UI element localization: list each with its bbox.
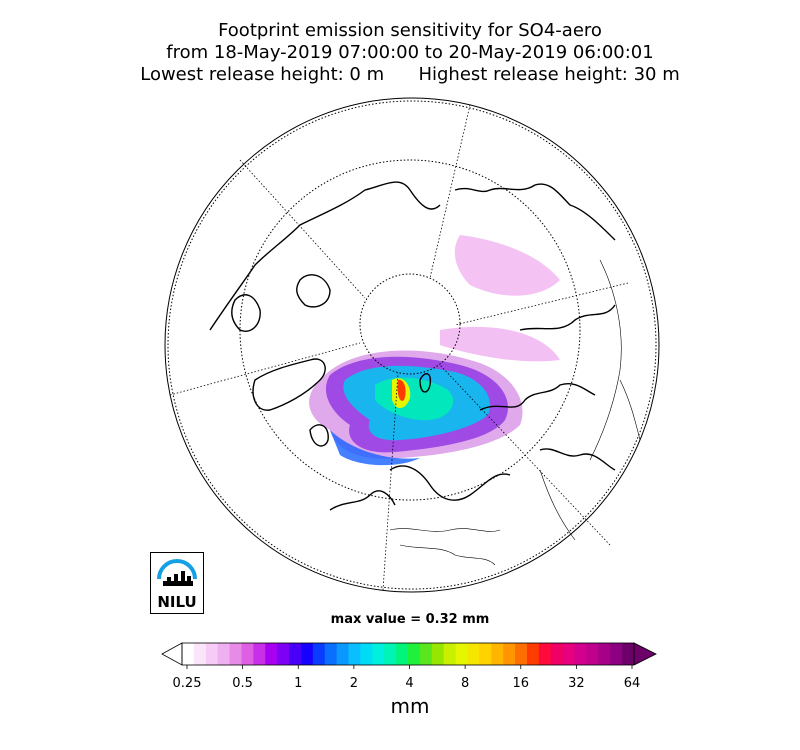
title-line-1: Footprint emission sensitivity for SO4-a… — [218, 20, 602, 41]
colorbar-segment — [622, 643, 635, 665]
colorbar-segment — [360, 643, 373, 665]
colorbar-segment — [300, 643, 314, 665]
colorbar-segment — [312, 643, 326, 665]
colorbar-extend-low — [161, 642, 183, 666]
colorbar-tick-label: 32 — [568, 676, 585, 691]
colorbar-segment — [182, 643, 195, 665]
colorbar-unit-label: mm — [390, 694, 430, 718]
colorbar-segment — [574, 643, 587, 665]
colorbar-segment — [467, 643, 480, 665]
colorbar-tick-label: 8 — [460, 676, 470, 691]
colorbar-tick-label: 16 — [512, 676, 530, 691]
colorbar-tick-label: 0.25 — [172, 676, 202, 691]
colorbar-segment — [562, 643, 575, 665]
colorbar — [161, 642, 657, 669]
nilu-logo-icon — [157, 559, 197, 586]
colorbar-segment — [610, 643, 623, 665]
coastlines — [209, 181, 616, 511]
colorbar-segment — [479, 643, 492, 665]
colorbar-tick-label: 2 — [349, 676, 359, 691]
colorbar-segment — [550, 643, 564, 665]
colorbar-segment — [193, 643, 207, 665]
colorbar-segment — [217, 643, 230, 665]
colorbar-segment — [455, 643, 468, 665]
colorbar-segment — [289, 643, 302, 665]
title-line-3: Lowest release height: 0 m Highest relea… — [140, 64, 680, 85]
colorbar-segment — [241, 643, 254, 665]
logo-text: NILU — [157, 593, 197, 611]
colorbar-segment — [396, 643, 409, 665]
colorbar-segment — [443, 643, 456, 665]
max-value-label: max value = 0.32 mm — [330, 612, 490, 627]
colorbar-segment — [491, 643, 504, 665]
colorbar-extend-high — [633, 642, 657, 666]
nilu-logo: NILU — [150, 552, 204, 614]
colorbar-segment — [336, 643, 349, 665]
colorbar-tick-label: 1 — [294, 676, 303, 691]
colorbar-segment — [586, 643, 599, 665]
colorbar-tick-label: 0.5 — [232, 676, 253, 691]
colorbar-segment — [265, 643, 278, 665]
colorbar-segment — [598, 643, 611, 665]
colorbar-segment — [515, 643, 528, 665]
meridians — [169, 104, 629, 591]
colorbar-segment — [253, 643, 266, 665]
colorbar-segment — [372, 643, 385, 665]
colorbar-tick-label: 4 — [405, 676, 414, 691]
colorbar-segment — [229, 643, 242, 665]
colorbar-segment — [205, 643, 219, 665]
colorbar-segment — [348, 643, 361, 665]
colorbar-tick-label: 64 — [623, 676, 641, 691]
colorbar-segment — [277, 643, 290, 665]
colorbar-segment — [538, 643, 552, 665]
colorbar-segment — [431, 643, 445, 665]
colorbar-segment — [324, 643, 338, 665]
colorbar-segment — [384, 643, 397, 665]
footprint-plume — [309, 235, 560, 466]
globe-outline — [164, 97, 660, 593]
colorbar-segment — [503, 643, 516, 665]
colorbar-segment — [419, 643, 433, 665]
colorbar-segment — [526, 643, 540, 665]
colorbar-segment — [408, 643, 421, 665]
title-line-2: from 18-May-2019 07:00:00 to 20-May-2019… — [166, 42, 654, 63]
country-borders — [389, 259, 641, 566]
colorbar-border — [181, 642, 635, 666]
